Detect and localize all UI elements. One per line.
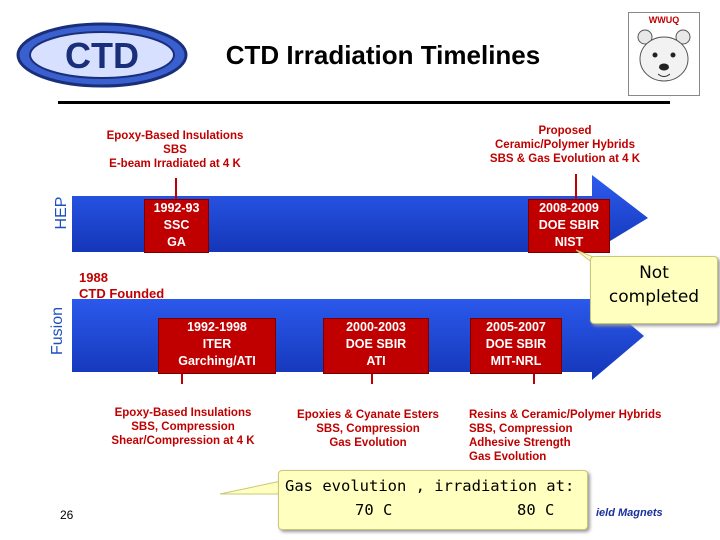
polar-bear-badge: WWUQ [628, 12, 700, 96]
hep-right-caption: Proposed Ceramic/Polymer Hybrids SBS & G… [480, 124, 650, 166]
box-line: DOE SBIR [345, 337, 407, 351]
hep-timeline-arrow [72, 174, 648, 252]
note-line: completed [608, 287, 700, 307]
box-line: GA [167, 235, 186, 249]
gas-evolution-note: Gas evolution , irradiation at: 70 C 80 … [278, 470, 588, 530]
hep-box-2008-2009: 2008-2009 DOE SBIR NIST [528, 199, 610, 253]
box-line: 2000-2003 [346, 320, 406, 334]
box-line: 2005-2007 [486, 320, 546, 334]
box-line: ITER [202, 337, 232, 351]
box-line: NIST [554, 235, 584, 249]
box-line: 2008-2009 [539, 201, 599, 215]
founded-label: 1988 CTD Founded [79, 270, 164, 302]
hep-left-caption: Epoxy-Based Insulations SBS E-beam Irrad… [90, 129, 260, 171]
caption-line: SBS [163, 144, 187, 156]
slide-number: 26 [60, 508, 74, 522]
founded-year: 1988 [79, 270, 108, 285]
box-line: DOE SBIR [538, 218, 600, 232]
caption-line: SBS, Compression [469, 423, 573, 435]
temp-80c: 80 C [517, 501, 555, 519]
caption-line: Gas Evolution [329, 437, 407, 449]
footer-text: ield Magnets [596, 507, 663, 519]
founded-text: CTD Founded [79, 286, 165, 301]
temp-70c: 70 C [355, 501, 393, 519]
caption-line: SBS, Compression [131, 421, 235, 433]
fusion-box-2000-2003: 2000-2003 DOE SBIR ATI [323, 318, 429, 374]
caption-line: Epoxy-Based Insulations [106, 130, 244, 142]
title-divider [58, 101, 670, 104]
note-line: Not [639, 263, 669, 283]
hep-box-1992-93: 1992-93 SSC GA [144, 199, 209, 253]
box-line: SSC [163, 218, 190, 232]
hep-axis-label: HEP [53, 196, 70, 230]
caption-line: E-beam Irradiated at 4 K [109, 158, 241, 170]
caption-line: Epoxies & Cyanate Esters [297, 409, 439, 421]
not-completed-note: Not completed [590, 256, 718, 324]
box-line: 1992-93 [153, 201, 200, 215]
fusion-box-1992-1998: 1992-1998 ITER Garching/ATI [158, 318, 276, 374]
fusion-caption-1: Epoxy-Based Insulations SBS, Compression… [98, 406, 268, 448]
caption-line: Epoxy-Based Insulations [114, 407, 252, 419]
polar-bear-icon [637, 29, 691, 82]
gas-evolution-text: Gas evolution , irradiation at: [285, 477, 575, 495]
fusion-caption-3: Resins & Ceramic/Polymer Hybrids SBS, Co… [469, 408, 679, 464]
box-line: 1992-1998 [187, 320, 247, 334]
fusion-caption-2: Epoxies & Cyanate Esters SBS, Compressio… [288, 408, 448, 450]
caption-line: Ceramic/Polymer Hybrids [495, 139, 635, 151]
box-line: MIT-NRL [490, 354, 542, 368]
box-line: Garching/ATI [178, 354, 256, 368]
caption-line: Shear/Compression at 4 K [111, 435, 255, 447]
fusion-axis-label: Fusion [49, 306, 66, 356]
page-title: CTD Irradiation Timelines [225, 40, 541, 70]
caption-line: Gas Evolution [469, 451, 547, 463]
logo-text: CTD [65, 35, 139, 76]
caption-line: Adhesive Strength [469, 437, 571, 449]
fusion-box-2005-2007: 2005-2007 DOE SBIR MIT-NRL [470, 318, 562, 374]
ctd-logo: CTD [14, 20, 190, 90]
box-line: DOE SBIR [485, 337, 547, 351]
caption-line: SBS & Gas Evolution at 4 K [489, 153, 641, 165]
badge-text: WWUQ [648, 15, 680, 25]
caption-line: Resins & Ceramic/Polymer Hybrids [469, 409, 662, 421]
caption-line: SBS, Compression [316, 423, 420, 435]
box-line: ATI [366, 354, 386, 368]
caption-line: Proposed [538, 125, 592, 137]
